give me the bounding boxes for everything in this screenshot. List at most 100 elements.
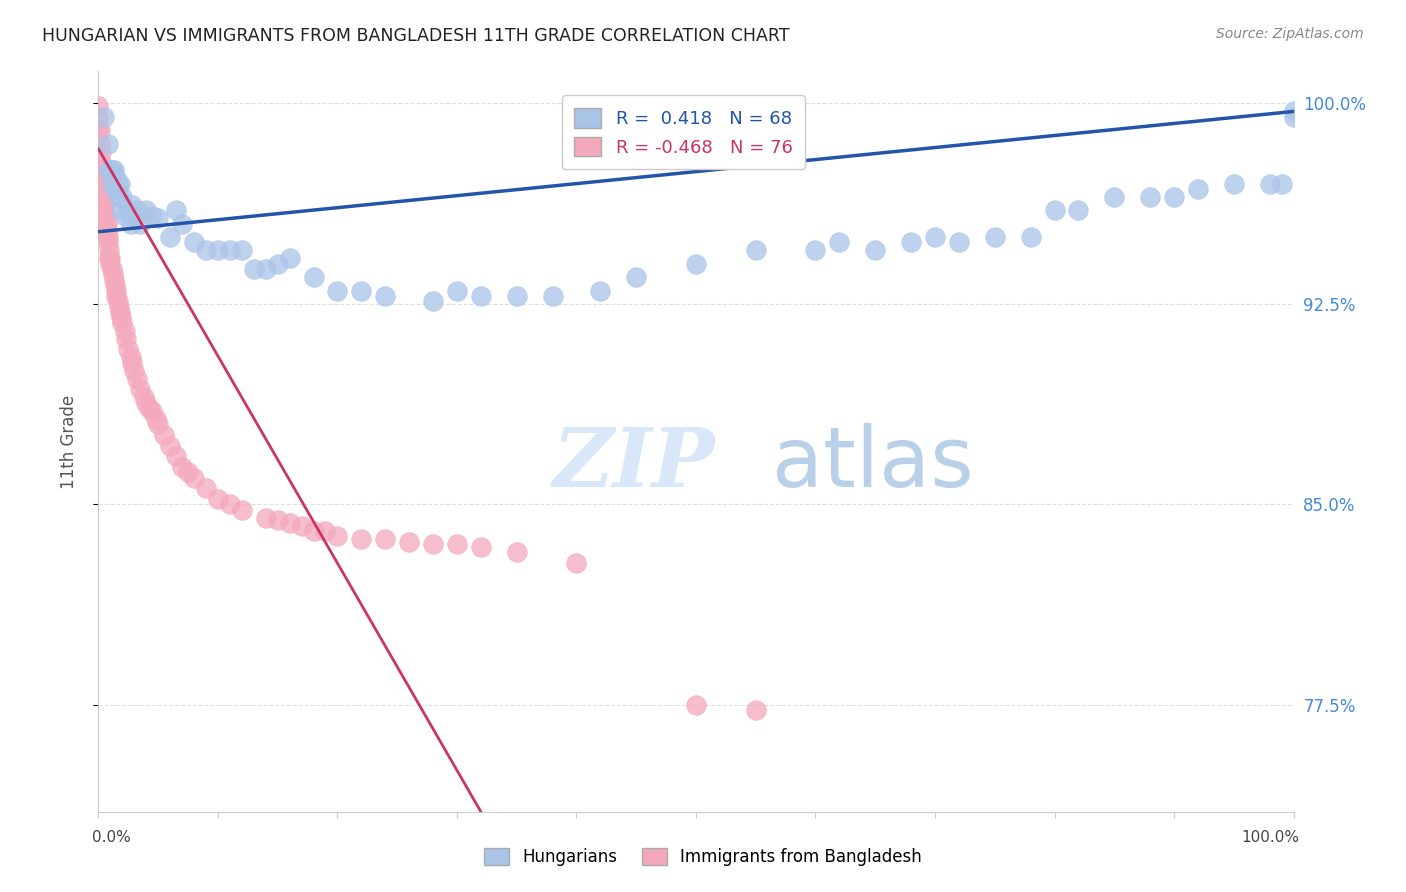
Point [124, 209, 146, 223]
Point [207, 244, 229, 258]
Point [924, 230, 946, 244]
Point [94, 209, 117, 223]
Point [900, 235, 922, 250]
Point [165, 203, 187, 218]
Point [97, 235, 120, 250]
Point [114, 324, 136, 338]
Point [87, 110, 110, 124]
Point [470, 540, 492, 554]
Point [120, 351, 142, 365]
Point [1223, 177, 1246, 191]
Point [141, 209, 163, 223]
Point [165, 449, 187, 463]
Text: 0.0%: 0.0% [93, 830, 131, 846]
Point [446, 537, 468, 551]
Point [93, 198, 115, 212]
Point [101, 163, 124, 178]
Point [110, 310, 132, 325]
Point [104, 182, 127, 196]
Text: Source: ZipAtlas.com: Source: ZipAtlas.com [1216, 27, 1364, 41]
Point [98, 244, 121, 258]
Point [219, 244, 242, 258]
Point [107, 190, 129, 204]
Point [398, 534, 420, 549]
Point [98, 252, 122, 266]
Point [98, 252, 121, 266]
Point [243, 262, 266, 277]
Point [254, 262, 277, 277]
Point [159, 438, 181, 452]
Point [745, 703, 768, 717]
Point [302, 524, 325, 538]
Point [108, 177, 131, 191]
Point [1139, 190, 1161, 204]
Point [111, 190, 134, 204]
Point [100, 262, 122, 277]
Point [97, 136, 120, 151]
Point [141, 404, 163, 418]
Point [96, 217, 118, 231]
Point [98, 163, 122, 178]
Text: HUNGARIAN VS IMMIGRANTS FROM BANGLADESH 11TH GRADE CORRELATION CHART: HUNGARIAN VS IMMIGRANTS FROM BANGLADESH … [42, 27, 790, 45]
Y-axis label: 11th Grade: 11th Grade [59, 394, 77, 489]
Point [97, 230, 120, 244]
Point [1258, 177, 1281, 191]
Point [98, 163, 121, 178]
Point [115, 332, 138, 346]
Point [89, 123, 111, 137]
Point [104, 278, 127, 293]
Point [1271, 177, 1294, 191]
Point [93, 203, 115, 218]
Point [153, 428, 176, 442]
Point [111, 316, 134, 330]
Point [626, 270, 648, 285]
Point [207, 491, 229, 506]
Point [93, 110, 115, 124]
Point [948, 235, 970, 250]
Point [117, 203, 139, 218]
Point [135, 203, 157, 218]
Point [278, 252, 301, 266]
Point [231, 502, 253, 516]
Point [1282, 104, 1305, 119]
Point [183, 470, 205, 484]
Point [103, 273, 125, 287]
Point [219, 497, 242, 511]
Point [565, 556, 588, 570]
Text: ZIP: ZIP [553, 424, 716, 504]
Point [120, 217, 142, 231]
Point [89, 136, 111, 151]
Point [984, 230, 1007, 244]
Point [326, 284, 349, 298]
Point [506, 289, 529, 303]
Point [159, 230, 181, 244]
Point [87, 99, 110, 113]
Point [231, 244, 253, 258]
Point [110, 203, 132, 218]
Point [374, 289, 396, 303]
Point [108, 305, 131, 319]
Point [374, 532, 396, 546]
Point [1163, 190, 1185, 204]
Point [267, 257, 290, 271]
Point [107, 300, 129, 314]
Point [326, 529, 349, 543]
Point [96, 225, 118, 239]
Point [103, 163, 125, 178]
Point [117, 343, 139, 357]
Point [114, 209, 136, 223]
Point [125, 372, 148, 386]
Point [105, 289, 128, 303]
Point [183, 235, 205, 250]
Point [91, 171, 114, 186]
Point [470, 289, 492, 303]
Point [87, 123, 110, 137]
Point [145, 412, 167, 426]
Point [804, 244, 827, 258]
Point [100, 177, 122, 191]
Legend: R =  0.418   N = 68, R = -0.468   N = 76: R = 0.418 N = 68, R = -0.468 N = 76 [561, 95, 806, 169]
Point [828, 235, 851, 250]
Point [446, 284, 468, 298]
Point [98, 257, 122, 271]
Point [129, 217, 152, 231]
